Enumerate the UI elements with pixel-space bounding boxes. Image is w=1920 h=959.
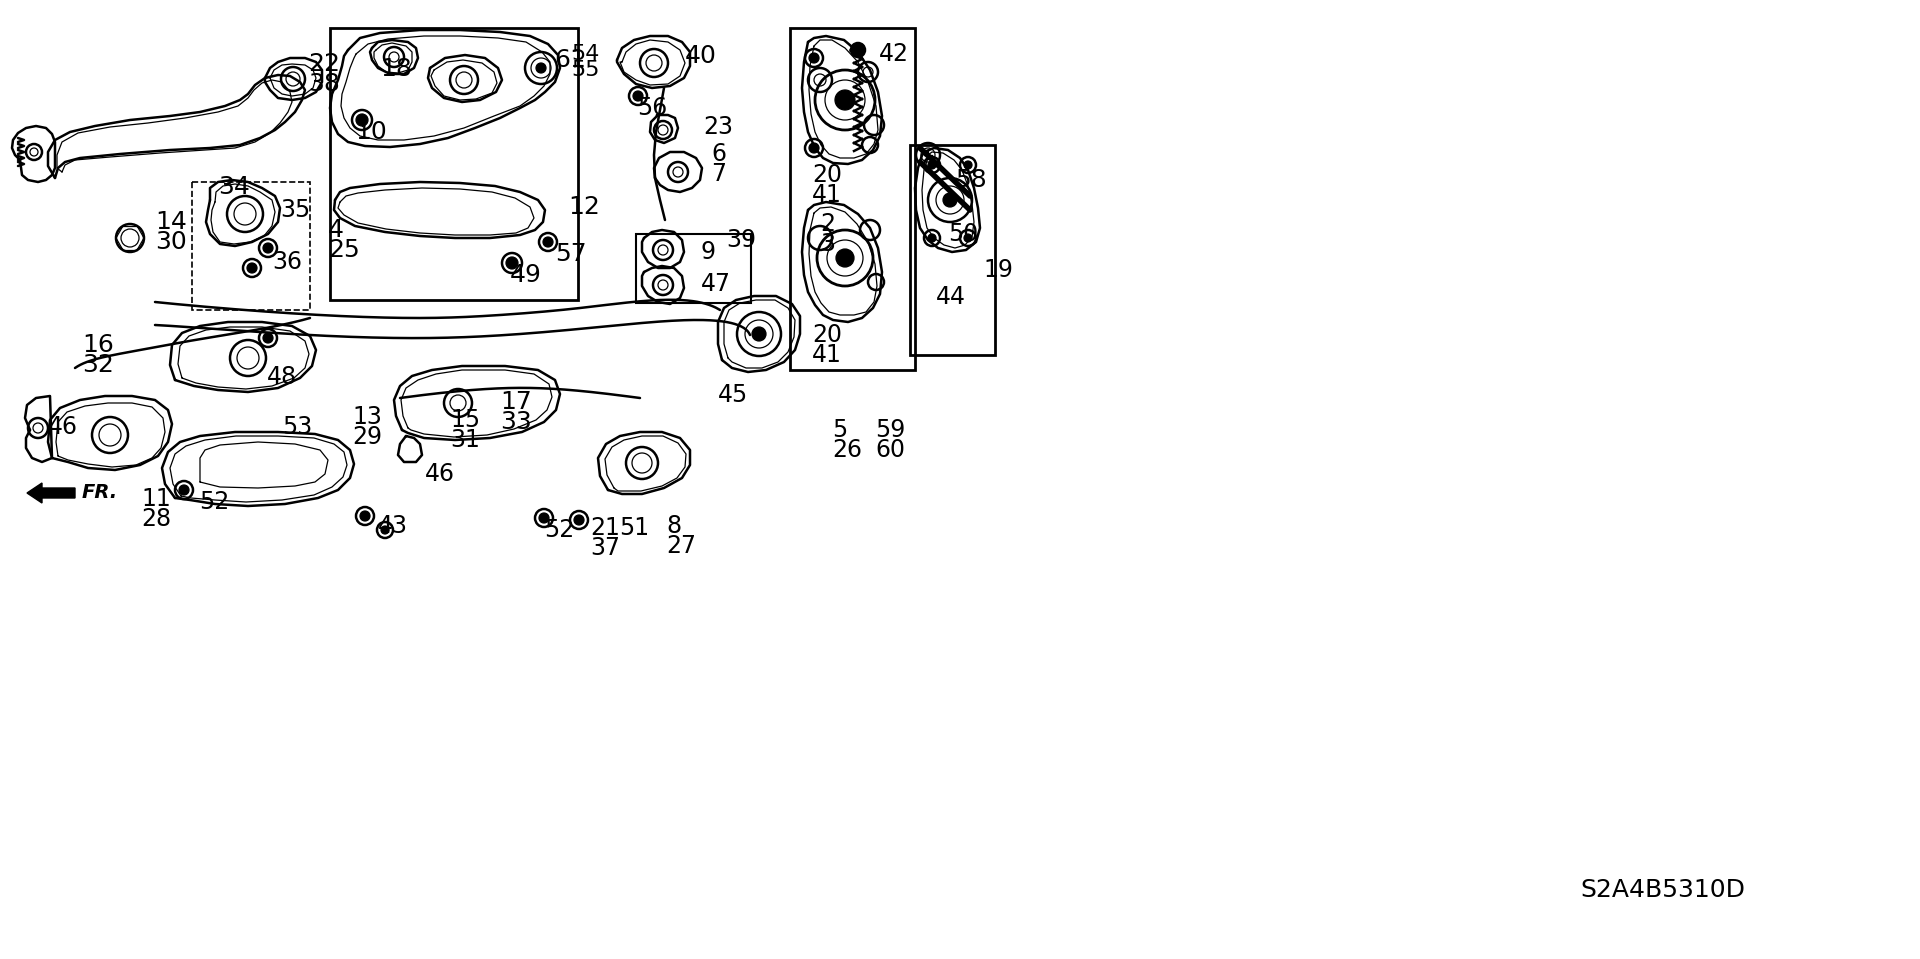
Text: 50: 50: [948, 222, 979, 246]
Text: 4: 4: [328, 218, 344, 242]
Text: 20: 20: [812, 163, 843, 187]
Text: FR.: FR.: [83, 483, 119, 503]
Text: 46: 46: [424, 462, 455, 486]
Bar: [789, 28, 916, 370]
Text: 15: 15: [449, 408, 480, 432]
Text: 22: 22: [307, 52, 340, 76]
Text: 55: 55: [570, 60, 599, 80]
Circle shape: [540, 513, 549, 523]
Text: 26: 26: [831, 438, 862, 462]
Text: 14: 14: [156, 210, 186, 234]
Text: 11: 11: [140, 487, 171, 511]
Text: 9: 9: [701, 240, 716, 264]
Text: 19: 19: [983, 258, 1014, 282]
Text: 46: 46: [48, 415, 79, 439]
Circle shape: [808, 143, 820, 153]
Text: 47: 47: [701, 272, 732, 296]
Circle shape: [927, 161, 937, 169]
Circle shape: [507, 257, 518, 269]
Text: 35: 35: [280, 198, 311, 222]
Text: 23: 23: [703, 115, 733, 139]
Text: 41: 41: [812, 183, 841, 207]
Bar: [330, 28, 578, 300]
Text: 16: 16: [83, 333, 113, 357]
Text: 21: 21: [589, 516, 620, 540]
Text: 42: 42: [879, 42, 908, 66]
Text: 36: 36: [273, 250, 301, 274]
Text: 25: 25: [328, 238, 359, 262]
Text: 31: 31: [449, 428, 480, 452]
Text: 52: 52: [200, 490, 228, 514]
Circle shape: [361, 511, 371, 521]
Circle shape: [574, 515, 584, 525]
Text: 61: 61: [555, 48, 586, 72]
Text: 30: 30: [156, 230, 186, 254]
Bar: [636, 234, 751, 303]
Text: 3: 3: [820, 232, 835, 256]
Circle shape: [248, 263, 257, 273]
Text: 27: 27: [666, 534, 695, 558]
Text: 49: 49: [511, 263, 541, 287]
Text: 44: 44: [937, 285, 966, 309]
Circle shape: [808, 53, 820, 63]
Text: 58: 58: [954, 168, 987, 192]
Text: 48: 48: [267, 365, 298, 389]
Circle shape: [964, 161, 972, 169]
Circle shape: [380, 526, 390, 534]
Circle shape: [634, 91, 643, 101]
FancyArrow shape: [27, 483, 75, 503]
Text: 29: 29: [351, 425, 382, 449]
Text: 17: 17: [499, 390, 532, 414]
Circle shape: [943, 193, 956, 207]
Text: 45: 45: [718, 383, 749, 407]
Circle shape: [753, 327, 766, 341]
Bar: [192, 182, 309, 310]
Text: 32: 32: [83, 353, 113, 377]
Text: 10: 10: [355, 120, 386, 144]
Circle shape: [543, 237, 553, 247]
Text: 20: 20: [812, 323, 843, 347]
Text: 33: 33: [499, 410, 532, 434]
Text: 6: 6: [710, 142, 726, 166]
Text: 34: 34: [219, 175, 250, 199]
Circle shape: [355, 114, 369, 126]
Text: 54: 54: [570, 44, 599, 64]
Text: 59: 59: [876, 418, 904, 442]
Circle shape: [263, 243, 273, 253]
Text: 57: 57: [555, 242, 588, 266]
Text: 40: 40: [685, 44, 716, 68]
Circle shape: [263, 333, 273, 343]
Bar: [910, 145, 995, 355]
Text: 5: 5: [831, 418, 847, 442]
Text: 2: 2: [820, 212, 835, 236]
Text: 8: 8: [666, 514, 682, 538]
Text: 28: 28: [140, 507, 171, 531]
Circle shape: [835, 90, 854, 110]
Text: 53: 53: [282, 415, 313, 439]
Text: 38: 38: [307, 72, 340, 96]
Circle shape: [536, 63, 545, 73]
Circle shape: [835, 249, 854, 267]
Text: 51: 51: [618, 516, 649, 540]
Circle shape: [179, 485, 188, 495]
Text: 39: 39: [726, 228, 756, 252]
Text: 41: 41: [812, 343, 841, 367]
Circle shape: [964, 234, 972, 242]
Text: 13: 13: [351, 405, 382, 429]
Text: 37: 37: [589, 536, 620, 560]
Circle shape: [851, 43, 866, 57]
Text: 56: 56: [637, 96, 668, 120]
Text: 52: 52: [543, 518, 574, 542]
Text: 12: 12: [568, 195, 599, 219]
Text: 43: 43: [378, 514, 407, 538]
Text: 18: 18: [380, 57, 413, 81]
Circle shape: [927, 234, 937, 242]
Text: 7: 7: [710, 162, 726, 186]
Text: S2A4B5310D: S2A4B5310D: [1580, 878, 1745, 902]
Text: 60: 60: [876, 438, 904, 462]
